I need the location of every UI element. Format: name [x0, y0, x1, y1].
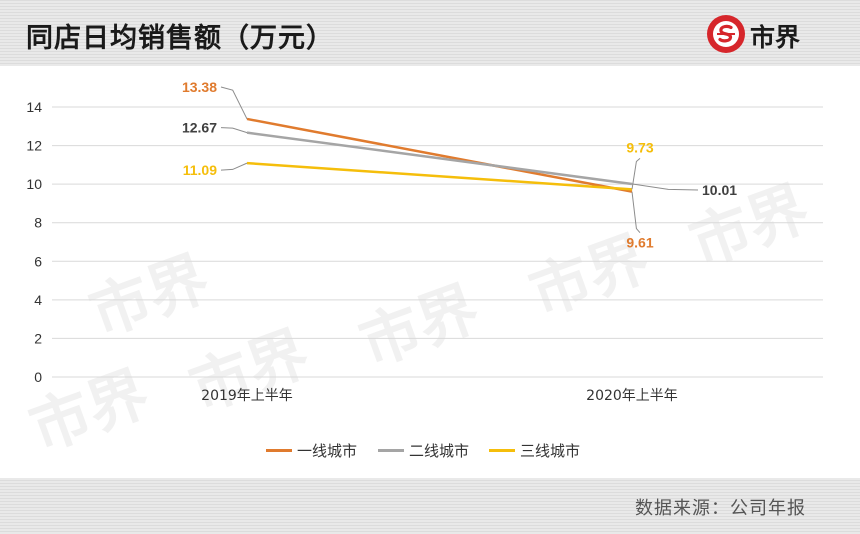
y-tick-label: 6 — [34, 253, 42, 269]
x-category-label: 2020年上半年 — [586, 388, 678, 404]
grid-lines — [52, 106, 823, 378]
series-line — [246, 131, 633, 186]
header-bar: 同店日均销售额（万元） 市界 — [0, 0, 860, 66]
legend-swatch — [489, 449, 515, 452]
label-leader-line — [220, 127, 248, 134]
y-tick-label: 12 — [26, 138, 42, 154]
series-line — [246, 161, 633, 191]
legend-swatch — [266, 449, 292, 452]
data-label: 9.73 — [626, 139, 653, 155]
x-axis-categories: 2019年上半年 2020年上半年 — [201, 388, 678, 404]
data-label: 12.67 — [182, 120, 217, 136]
y-tick-label: 2 — [34, 330, 42, 346]
label-leader-line — [220, 162, 248, 171]
watermark-text: 市界 — [81, 243, 218, 350]
legend-label: 二线城市 — [409, 442, 470, 460]
watermark-text: 市界 — [181, 318, 318, 425]
legend: 一线城市 二线城市 三线城市 — [0, 439, 860, 461]
data-label: 10.01 — [702, 182, 737, 198]
y-tick-label: 14 — [26, 99, 42, 115]
legend-label: 三线城市 — [520, 442, 581, 460]
watermark-text: 市界 — [351, 273, 488, 380]
footer-bar: 数据来源：公司年报 — [0, 478, 860, 534]
source-note: 数据来源：公司年报 — [635, 498, 806, 519]
label-leader-line — [631, 191, 641, 233]
label-leader-line — [220, 86, 248, 120]
label-leader-line — [631, 183, 699, 191]
page-title: 同店日均销售额（万元） — [26, 23, 334, 54]
brand-logo: 市界 — [706, 14, 816, 54]
y-tick-label: 4 — [34, 292, 42, 308]
y-tick-label: 10 — [26, 176, 42, 192]
shield-s-logo-icon — [707, 15, 745, 53]
y-axis-ticks: 0 2 4 6 8 10 12 14 — [26, 99, 42, 385]
series-lines — [246, 117, 633, 193]
label-leader-line — [631, 157, 641, 190]
data-labels: 13.38 9.61 12.67 10.01 11.09 9.73 — [182, 79, 737, 251]
legend-swatch — [378, 449, 404, 452]
logo-text: 市界 — [750, 23, 801, 52]
data-label: 13.38 — [182, 79, 217, 95]
x-category-label: 2019年上半年 — [201, 388, 293, 404]
data-label: 9.61 — [626, 235, 653, 251]
legend-label: 一线城市 — [297, 442, 358, 460]
data-label: 11.09 — [183, 162, 217, 178]
series-line — [246, 117, 633, 193]
y-tick-label: 8 — [34, 215, 42, 231]
y-tick-label: 0 — [34, 369, 42, 385]
